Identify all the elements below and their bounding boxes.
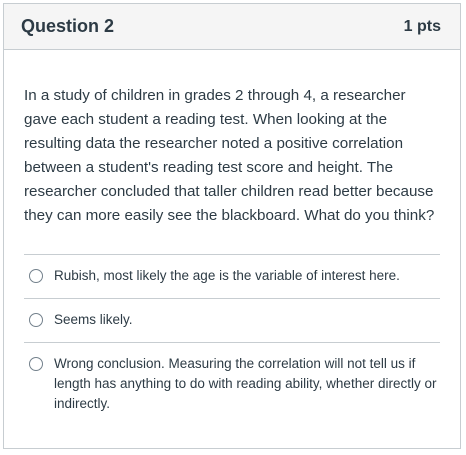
question-card: Question 2 1 pts In a study of children … [3, 3, 461, 449]
answer-option[interactable]: Wrong conclusion. Measuring the correlat… [24, 343, 440, 426]
answer-label[interactable]: Seems likely. [54, 312, 133, 327]
answer-label[interactable]: Rubish, most likely the age is the varia… [54, 268, 400, 283]
answer-option[interactable]: Rubish, most likely the age is the varia… [24, 255, 440, 299]
answer-list: Rubish, most likely the age is the varia… [24, 254, 440, 426]
question-title: Question 2 [21, 16, 115, 36]
radio-button[interactable] [29, 357, 43, 371]
radio-button[interactable] [29, 313, 43, 327]
question-text: In a study of children in grades 2 throu… [24, 87, 435, 224]
answer-option[interactable]: Seems likely. [24, 299, 440, 343]
answer-label[interactable]: Wrong conclusion. Measuring the correlat… [54, 356, 437, 411]
question-points: 1 pts [403, 17, 441, 35]
question-header: Question 2 1 pts [4, 4, 460, 50]
radio-button[interactable] [29, 269, 43, 283]
question-body: In a study of children in grades 2 throu… [4, 50, 460, 426]
